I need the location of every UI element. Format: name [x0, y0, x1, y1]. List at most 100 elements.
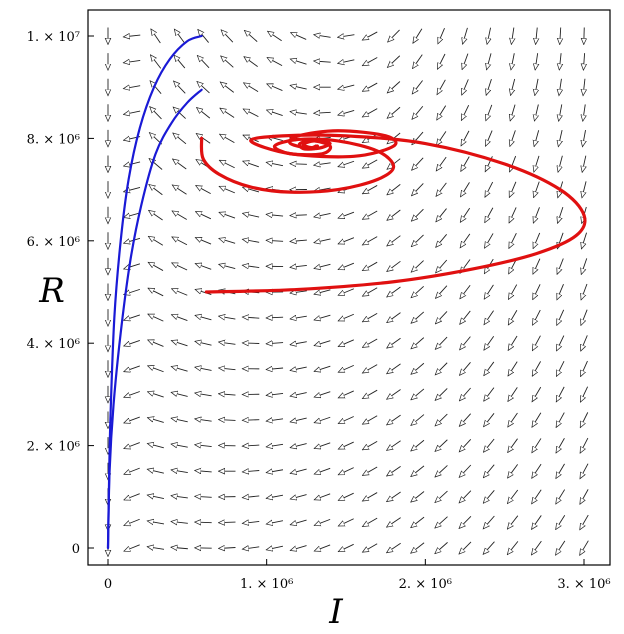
field-arrow	[387, 81, 401, 93]
field-arrow	[483, 438, 495, 452]
field-arrow	[124, 339, 140, 346]
field-arrow	[195, 419, 212, 421]
field-arrow	[173, 159, 187, 170]
field-arrow	[219, 368, 236, 370]
field-arrow	[266, 343, 284, 344]
field-arrow	[435, 311, 448, 323]
field-arrow	[387, 440, 401, 451]
field-arrow	[151, 29, 161, 44]
field-arrow	[242, 496, 260, 498]
field-arrow	[558, 130, 562, 147]
field-arrow	[556, 514, 566, 529]
field-arrow	[124, 237, 141, 243]
field-arrow	[459, 541, 472, 554]
field-arrow	[148, 236, 164, 246]
field-arrow	[174, 55, 186, 69]
field-arrow	[314, 163, 331, 165]
y-tick-label: 2. × 10⁶	[27, 440, 80, 455]
field-arrow	[148, 340, 164, 347]
field-arrow	[362, 236, 378, 245]
field-arrow	[556, 309, 565, 326]
field-arrow	[556, 463, 565, 479]
field-arrow	[558, 155, 562, 172]
field-arrow	[484, 336, 495, 350]
field-arrow	[242, 317, 260, 318]
field-arrow	[149, 210, 163, 221]
field-arrow	[266, 470, 284, 473]
field-arrow	[171, 341, 188, 347]
field-arrow	[559, 78, 562, 96]
field-arrow	[508, 438, 518, 453]
field-arrow	[387, 286, 401, 297]
field-arrow	[459, 490, 472, 503]
field-arrow	[148, 392, 164, 398]
field-arrow	[534, 181, 540, 198]
field-arrow	[362, 364, 378, 373]
field-arrow	[462, 79, 469, 95]
field-arrow	[338, 288, 355, 296]
field-arrow	[387, 55, 401, 68]
field-arrow	[580, 540, 589, 556]
field-arrow	[411, 337, 425, 349]
field-arrow	[314, 467, 331, 474]
field-arrow	[242, 521, 260, 523]
field-arrow	[338, 518, 354, 527]
field-arrow	[172, 185, 187, 195]
field-arrow	[242, 239, 260, 242]
field-arrow	[362, 159, 378, 168]
field-arrow	[435, 516, 448, 528]
field-arrow	[483, 515, 495, 529]
field-arrow	[314, 493, 331, 500]
field-arrow	[511, 78, 515, 95]
field-arrow	[220, 108, 235, 118]
field-arrow	[436, 182, 447, 197]
field-arrow	[387, 517, 401, 528]
field-arrow	[483, 464, 495, 478]
field-arrow	[314, 416, 331, 423]
field-arrow	[314, 239, 331, 243]
field-arrow	[556, 540, 566, 555]
field-arrow	[460, 233, 471, 248]
field-arrow	[150, 107, 162, 120]
field-arrow	[219, 212, 236, 219]
field-arrow	[290, 469, 307, 473]
field-arrow	[124, 212, 141, 218]
field-arrow	[338, 543, 354, 553]
field-arrow	[509, 258, 517, 274]
field-arrow	[171, 470, 188, 473]
field-arrow	[267, 84, 283, 91]
field-arrow	[242, 420, 260, 421]
field-arrow	[412, 105, 424, 119]
field-arrow	[463, 27, 468, 44]
field-arrow	[459, 516, 472, 528]
field-arrow	[362, 57, 378, 65]
field-arrow	[507, 515, 519, 529]
field-arrow	[123, 111, 141, 114]
field-arrow	[290, 393, 307, 397]
field-arrow	[532, 438, 542, 452]
field-arrow	[411, 516, 425, 528]
field-arrow	[411, 260, 424, 273]
field-arrow	[150, 81, 162, 94]
field-arrow	[411, 491, 425, 503]
field-arrow	[220, 82, 235, 93]
field-arrow	[221, 30, 234, 43]
field-arrow	[413, 54, 423, 69]
field-arrow	[195, 393, 212, 396]
field-arrow	[195, 315, 212, 319]
field-arrow	[242, 547, 260, 549]
field-arrow	[532, 412, 542, 427]
field-arrow	[362, 389, 378, 398]
field-arrow	[583, 78, 585, 96]
field-arrow	[362, 261, 378, 270]
field-arrow	[198, 29, 209, 43]
field-arrow	[124, 263, 141, 269]
field-arrow	[557, 258, 564, 274]
field-arrow	[147, 521, 165, 524]
field-arrow	[581, 309, 588, 326]
field-arrow	[148, 287, 164, 297]
field-arrow	[532, 515, 542, 529]
y-axis-label: R	[38, 271, 65, 311]
field-arrow	[532, 361, 541, 376]
field-arrow	[124, 544, 140, 551]
